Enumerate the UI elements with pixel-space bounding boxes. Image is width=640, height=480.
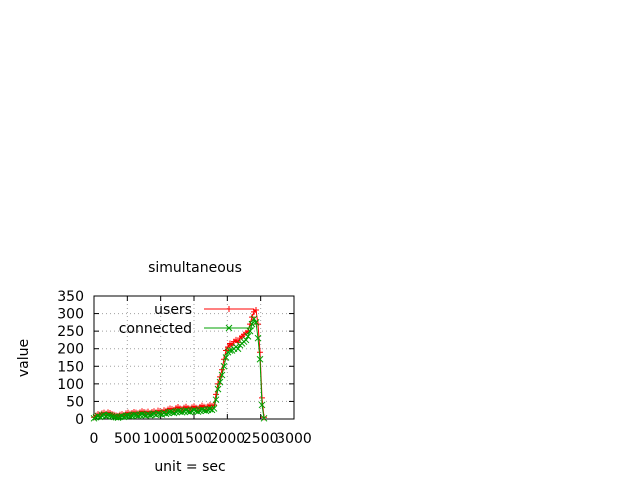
data-point [174, 407, 182, 415]
y-tick-label: 150 [57, 359, 84, 375]
data-point [220, 362, 228, 370]
data-point [222, 354, 230, 361]
data-point [250, 315, 258, 323]
data-point [226, 306, 232, 312]
x-tick-label: 1500 [176, 431, 212, 447]
data-point [202, 407, 210, 415]
data-point [198, 406, 206, 413]
x-axis-label: unit = sec [154, 459, 225, 475]
data-point [182, 406, 190, 414]
data-point [138, 410, 146, 418]
data-point [252, 319, 260, 326]
data-point [244, 333, 252, 340]
data-point [162, 410, 170, 418]
x-tick-label: 2000 [210, 431, 246, 447]
data-point [218, 371, 226, 379]
data-point [210, 405, 218, 412]
y-tick-label: 250 [57, 324, 84, 340]
data-point [134, 412, 142, 420]
data-point [212, 396, 220, 404]
series-layer [90, 307, 268, 422]
legend: users connected [119, 302, 254, 337]
data-point [225, 324, 233, 332]
data-point [258, 401, 266, 409]
chart-title: simultaneous [148, 260, 242, 276]
x-tick-label: 3000 [276, 431, 312, 447]
series-connected [90, 315, 268, 422]
data-point [178, 408, 186, 416]
data-point [120, 413, 128, 421]
y-tick-label: 100 [57, 377, 84, 393]
data-point [126, 412, 134, 420]
data-point [260, 414, 268, 422]
data-point [90, 414, 98, 422]
y-axis-label: value [16, 339, 32, 377]
data-point [114, 414, 122, 421]
data-point [254, 334, 262, 342]
data-point [246, 327, 254, 335]
data-point [156, 410, 164, 418]
data-point [186, 408, 194, 416]
x-tick-label: 2500 [243, 431, 279, 447]
y-tick-label: 200 [57, 342, 84, 358]
data-point [108, 412, 116, 420]
y-tick-label: 350 [57, 289, 84, 305]
data-point [216, 378, 224, 386]
data-point [234, 345, 242, 353]
data-point [214, 385, 222, 393]
data-point [190, 406, 198, 414]
data-point [213, 391, 219, 398]
data-point [253, 307, 259, 314]
y-tick-label: 0 [75, 412, 84, 428]
data-point [248, 320, 256, 328]
data-point [154, 410, 162, 417]
data-point [166, 408, 174, 416]
data-point [146, 411, 154, 419]
data-point [106, 412, 114, 419]
data-point [242, 336, 250, 344]
y-tick-label: 50 [66, 394, 84, 410]
y-tick-label: 300 [57, 307, 84, 323]
data-point [194, 408, 202, 415]
data-point [104, 411, 112, 419]
legend-label: connected [119, 321, 192, 337]
data-point [130, 411, 138, 419]
x-tick-label: 1000 [143, 431, 179, 447]
data-point [226, 347, 234, 354]
data-point [256, 355, 264, 363]
legend-label: users [154, 302, 192, 318]
x-tick-label: 500 [114, 431, 141, 447]
x-tick-label: 0 [90, 431, 99, 447]
grid-lines [94, 296, 294, 419]
